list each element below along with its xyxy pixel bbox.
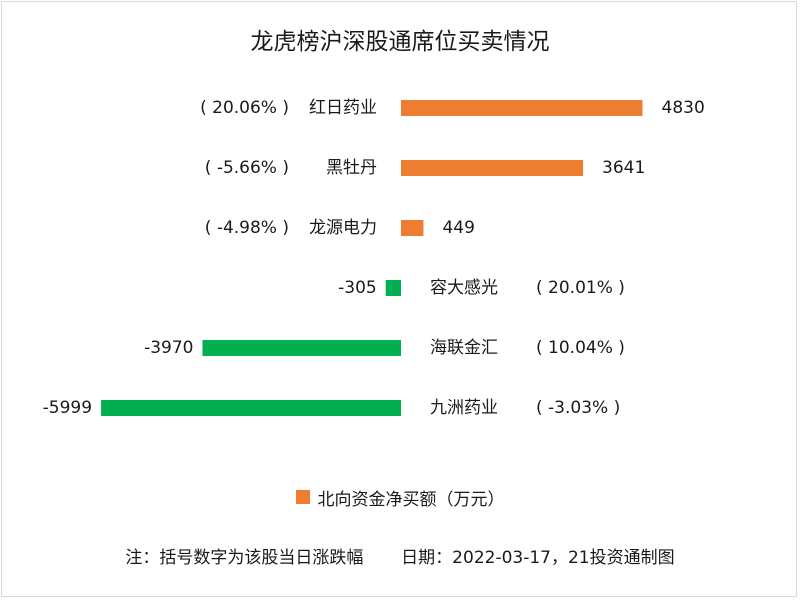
- category-label: 容大感光: [430, 278, 498, 298]
- change-label: ( 20.06% ): [200, 98, 289, 118]
- change-label: ( 20.01% ): [536, 278, 625, 298]
- change-label: ( -4.98% ): [205, 218, 289, 238]
- data-label: -305: [338, 278, 377, 298]
- category-label: 黑牡丹: [326, 158, 377, 178]
- category-label: 九洲药业: [430, 398, 498, 418]
- legend-label: 北向资金净买额（万元）: [317, 489, 505, 510]
- footnote: 注：括号数字为该股当日涨跌幅 日期：2022-03-17，21投资通制图: [125, 548, 675, 568]
- bar-3: [401, 220, 424, 236]
- change-label: ( 10.04% ): [536, 338, 625, 358]
- data-label: 3641: [602, 158, 645, 178]
- data-label: 449: [442, 218, 474, 238]
- bar-4: [385, 280, 401, 296]
- chart-title: 龙虎榜沪深股通席位买卖情况: [251, 29, 550, 55]
- legend: 北向资金净买额（万元）: [0, 484, 800, 510]
- bar-2: [401, 160, 584, 176]
- category-label: 红日药业: [309, 98, 377, 118]
- change-label: ( -3.03% ): [536, 398, 620, 418]
- bar-6: [101, 400, 402, 416]
- legend-swatch: [295, 490, 310, 504]
- bar-1: [401, 100, 643, 116]
- data-label: -3970: [144, 338, 193, 358]
- category-label: 海联金汇: [430, 338, 498, 358]
- category-label: 龙源电力: [309, 218, 377, 238]
- data-label: -5999: [43, 398, 92, 418]
- change-label: ( -5.66% ): [205, 158, 289, 178]
- data-label: 4830: [662, 98, 705, 118]
- bar-5: [202, 340, 401, 356]
